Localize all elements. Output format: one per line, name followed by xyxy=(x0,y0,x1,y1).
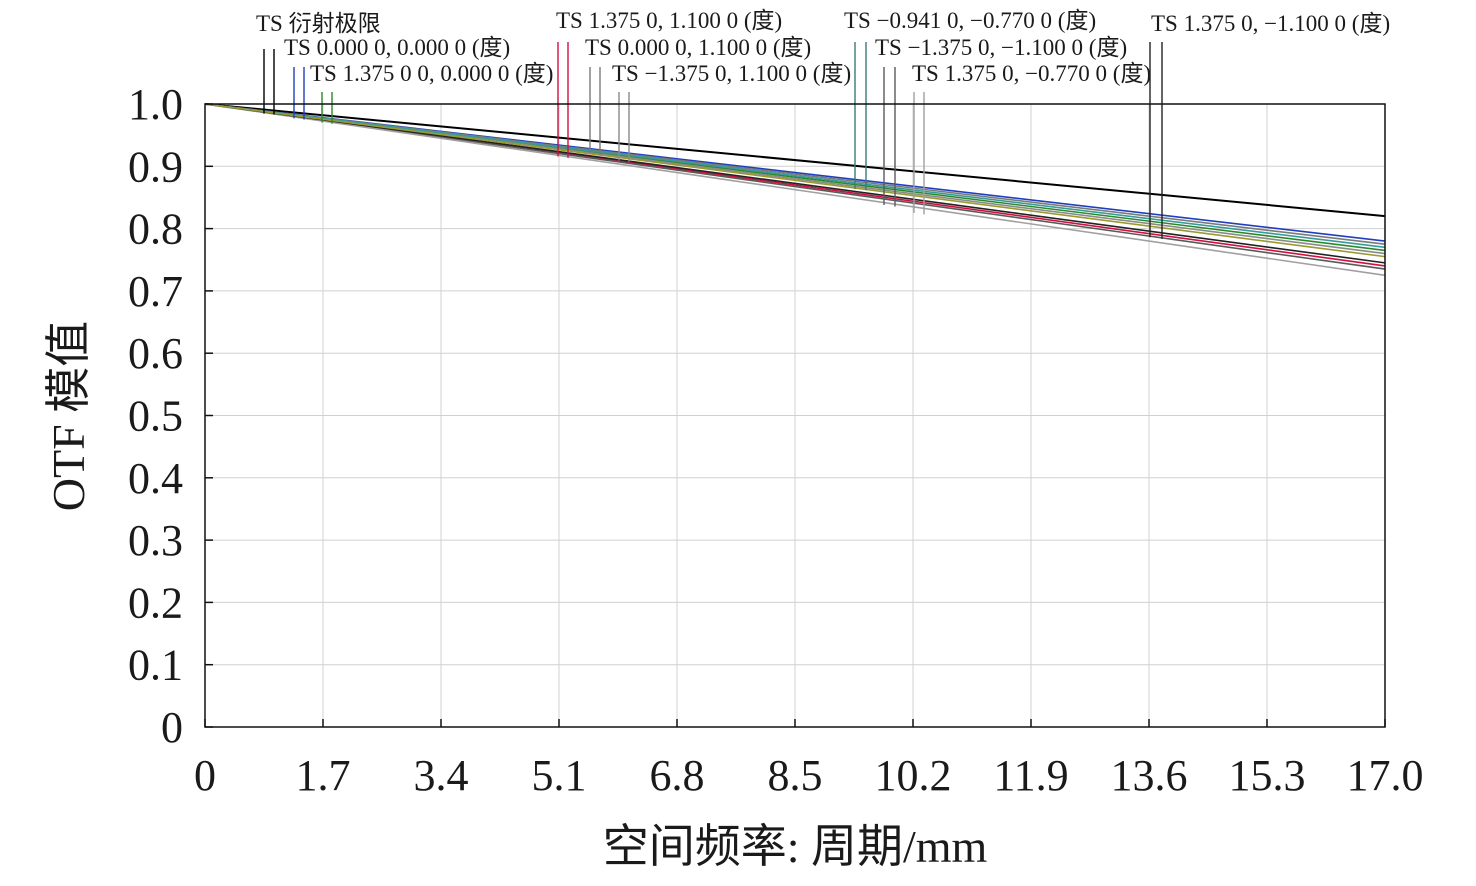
y-tick-label: 0.3 xyxy=(128,516,183,565)
x-axis-label: 空间频率: 周期/mm xyxy=(603,821,988,872)
series-line-9 xyxy=(204,103,1386,264)
y-ticks: 0 0.1 0.2 0.3 0.4 0.5 0.6 0.7 0.8 0.9 1.0 xyxy=(128,80,213,752)
grid xyxy=(205,104,1385,727)
series-line-10 xyxy=(204,103,1386,258)
y-tick-label: 1.0 xyxy=(128,80,183,129)
x-tick-label: 5.1 xyxy=(532,751,587,800)
legend-label: TS −1.375 0, 1.100 0 (度) xyxy=(612,61,851,86)
y-tick-label: 0.9 xyxy=(128,142,183,191)
legend-label: TS 0.000 0, 1.100 0 (度) xyxy=(585,35,811,60)
legend-label: TS 1.375 0, −0.770 0 (度) xyxy=(912,61,1151,86)
x-tick-label: 3.4 xyxy=(414,751,469,800)
x-tick-label: 13.6 xyxy=(1111,751,1188,800)
legend-label: TS 1.375 0 0, 0.000 0 (度) xyxy=(310,61,553,86)
legend-label: TS 1.375 0, 1.100 0 (度) xyxy=(556,8,782,33)
y-tick-label: 0.4 xyxy=(128,454,183,503)
y-axis-label: OTF 模值 xyxy=(43,321,94,511)
x-tick-label: 6.8 xyxy=(650,751,705,800)
x-tick-label: 8.5 xyxy=(768,751,823,800)
y-tick-label: 0.2 xyxy=(128,578,183,627)
series-line-7 xyxy=(204,103,1386,270)
legend-label: TS 衍射极限 xyxy=(256,11,381,36)
legend-label: TS 0.000 0, 0.000 0 (度) xyxy=(284,35,510,60)
x-tick-label: 1.7 xyxy=(296,751,351,800)
series-line-6 xyxy=(204,103,1386,249)
legend-label: TS 1.375 0, −1.100 0 (度) xyxy=(1151,11,1390,36)
x-tick-label: 15.3 xyxy=(1229,751,1306,800)
series-line-diffraction-limit xyxy=(204,103,1386,218)
x-tick-label: 17.0 xyxy=(1347,751,1424,800)
y-tick-label: 0.7 xyxy=(128,267,183,316)
x-tick-label: 0 xyxy=(194,751,216,800)
y-tick-label: 0 xyxy=(161,703,183,752)
legend-label: TS −1.375 0, −1.100 0 (度) xyxy=(875,35,1127,60)
y-tick-label: 0.8 xyxy=(128,205,183,254)
y-tick-label: 0.5 xyxy=(128,392,183,441)
y-tick-label: 0.1 xyxy=(128,641,183,690)
x-tick-label: 10.2 xyxy=(875,751,952,800)
x-tick-label: 11.9 xyxy=(993,751,1068,800)
y-tick-label: 0.6 xyxy=(128,329,183,378)
series-line-8 xyxy=(204,103,1386,277)
legend-label: TS −0.941 0, −0.770 0 (度) xyxy=(844,8,1096,33)
x-ticks: 0 1.7 3.4 5.1 6.8 8.5 10.2 11.9 13.6 15.3 17.0 xyxy=(194,719,1424,800)
series-lines xyxy=(204,103,1386,277)
